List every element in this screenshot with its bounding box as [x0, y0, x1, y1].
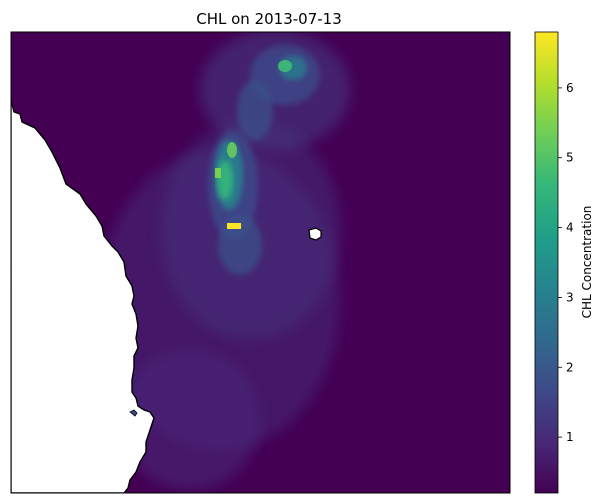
colorbar-tick-label: 2 [566, 360, 574, 374]
chl-max-spot [227, 223, 241, 229]
colorbar-label: CHL Concentration [580, 206, 594, 319]
colorbar-tick-label: 6 [566, 81, 574, 95]
map-title: CHL on 2013-07-13 [196, 10, 342, 28]
chl-plume [100, 32, 350, 490]
chl-map [11, 32, 510, 493]
colorbar-ticks: 1 2 3 4 5 6 [558, 81, 574, 444]
colorbar-gradient [534, 31, 559, 494]
colorbar-tick-label: 4 [566, 221, 574, 235]
colorbar: 1 2 3 4 5 6 CHL Concentration [534, 31, 594, 494]
small-island [129, 409, 138, 417]
island [308, 227, 322, 241]
colorbar-tick-label: 1 [566, 430, 574, 444]
colorbar-tick-label: 3 [566, 290, 574, 304]
land-mass [11, 99, 155, 493]
colorbar-tick-label: 5 [566, 151, 574, 165]
map-frame [10, 31, 511, 494]
